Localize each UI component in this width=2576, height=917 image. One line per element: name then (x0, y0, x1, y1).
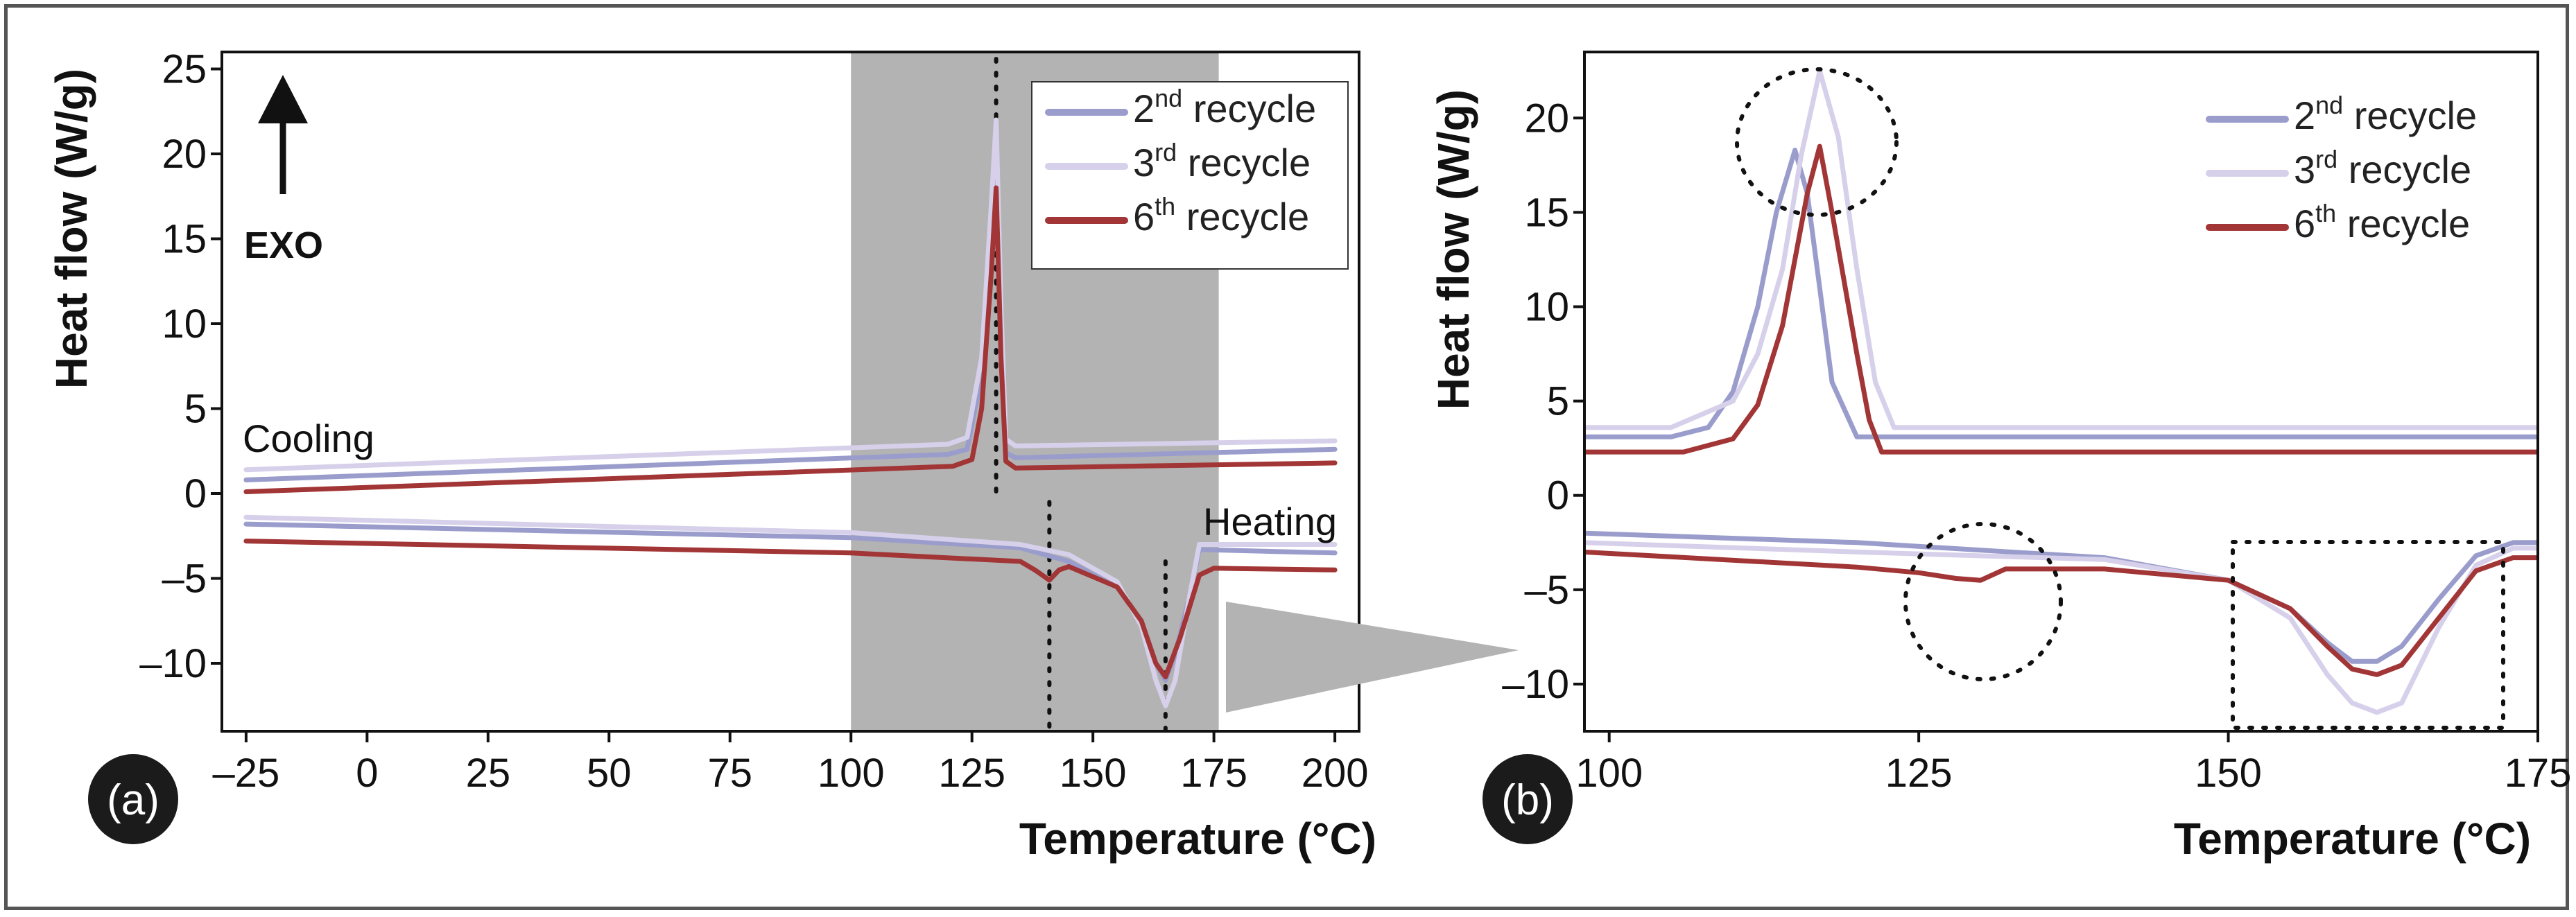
x-tick-label: 175 (1180, 751, 1247, 796)
y-tick-label: 10 (1524, 285, 1569, 330)
x-tick-label: 100 (1575, 751, 1643, 796)
x-tick-label: 125 (1885, 751, 1953, 796)
panel-b: 20 15 10 5 0 –5 –10 100 125 150 175 2nd recycle 3r… (1428, 51, 2572, 864)
series-line-cooling (243, 185, 1338, 494)
y-tick-label: 20 (162, 132, 207, 177)
exo-label: EXO (244, 225, 323, 266)
x-tick-label: 75 (708, 751, 753, 796)
zoom-indicator (1226, 602, 1519, 713)
heating-label: Heating (1203, 500, 1337, 543)
y-tick-label: 10 (162, 302, 207, 347)
legend-label: 3rd recycle (2294, 145, 2471, 191)
series-line-heating (1584, 540, 2538, 715)
y-tick-label: 20 (1524, 96, 1569, 141)
legend-label: 6th recycle (1133, 192, 1309, 238)
x-tick-label: 50 (587, 751, 632, 796)
highlight-circle-minor-endotherm (1903, 522, 2063, 681)
legend-label: 2nd recycle (2294, 91, 2477, 137)
y-tick-label: 0 (184, 471, 207, 516)
y-axis-title: Heat flow (W/g) (46, 69, 96, 389)
y-tick-label: 25 (162, 47, 207, 92)
x-tick-label: 125 (938, 751, 1005, 796)
x-tick-label: 200 (1302, 751, 1369, 796)
exo-arrow (258, 75, 308, 194)
x-tick-label: 175 (2505, 751, 2572, 796)
y-tick-label: –5 (1524, 568, 1569, 613)
x-axis-title: Temperature (°C) (1019, 814, 1376, 864)
legend: 2nd recycle 3rd recycle 6th recycle (1031, 81, 1349, 270)
legend-label: 2nd recycle (1133, 84, 1316, 130)
x-tick-label: 100 (818, 751, 885, 796)
x-axis-title: Temperature (°C) (2174, 814, 2531, 864)
panel-label-b: (b) (1483, 754, 1573, 844)
svg-text:(b): (b) (1501, 776, 1554, 824)
y-tick-label: 0 (1547, 473, 1569, 518)
y-tick-label: –10 (1502, 662, 1569, 707)
y-tick-label: 15 (162, 217, 207, 262)
series-line-cooling (1584, 143, 2538, 455)
y-tick-label: 15 (1524, 190, 1569, 235)
legend-label: 3rd recycle (1133, 138, 1311, 184)
series-line-heating (243, 539, 1338, 680)
y-tick-label: –5 (162, 557, 207, 602)
series-line-cooling (1584, 68, 2538, 430)
series-line-heating (243, 514, 1338, 708)
series-line-heating (1584, 530, 2538, 664)
legend: 2nd recycle 3rd recycle 6th recycle (2206, 91, 2477, 245)
highlight-circle-cooling-peak (1735, 67, 1899, 217)
plot-frame (1583, 51, 2539, 733)
legend-label: 6th recycle (2294, 199, 2470, 245)
cooling-label: Cooling (243, 417, 374, 460)
svg-text:(a): (a) (107, 776, 159, 824)
series-line-cooling (1584, 148, 2538, 439)
plot-frame (221, 51, 1360, 733)
x-tick-label: 150 (1060, 751, 1127, 796)
series-line-cooling (243, 117, 1338, 473)
panel-label-a: (a) (88, 754, 178, 844)
y-tick-label: 5 (1547, 379, 1569, 424)
figure-frame (4, 4, 2569, 910)
x-tick-label: –25 (213, 751, 280, 796)
highlight-box-melting-peak (2231, 540, 2505, 730)
series-line-heating (1584, 549, 2538, 677)
x-tick-label: 150 (2195, 751, 2262, 796)
y-tick-label: –10 (139, 641, 207, 686)
x-tick-label: 0 (356, 751, 378, 796)
x-tick-label: 25 (466, 751, 511, 796)
y-tick-label: 5 (184, 387, 207, 432)
y-axis-title: Heat flow (W/g) (1428, 89, 1478, 410)
